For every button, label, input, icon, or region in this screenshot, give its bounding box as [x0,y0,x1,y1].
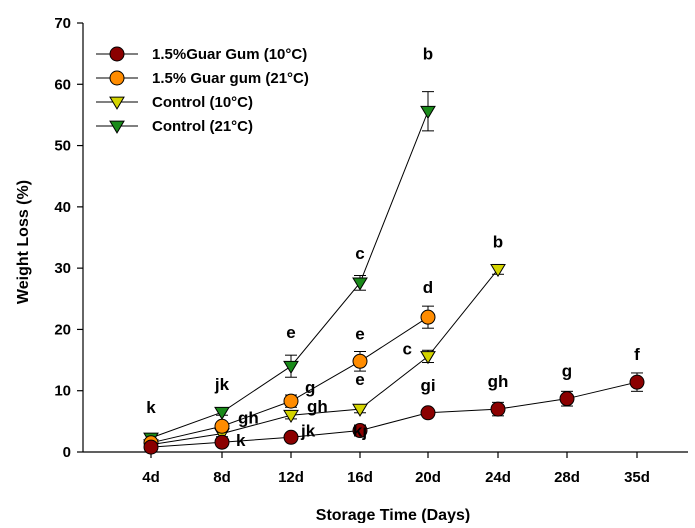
y-tick-label: 30 [54,260,71,277]
significance-label: jk [214,375,230,394]
series-layer [143,91,645,455]
legend-marker [109,120,125,134]
y-tick-label: 20 [54,321,71,338]
data-point [490,401,506,417]
y-tick-label: 40 [54,199,71,216]
data-point [420,405,436,421]
data-point [629,374,645,390]
legend-marker [109,70,125,86]
x-tick-label: 28d [554,469,580,486]
x-tick-label: 20d [415,469,441,486]
data-point [214,406,230,420]
data-point [352,277,368,291]
axes: 0 10 20 30 40 50 60 70 4d 8d 12d 16d 20d 24d 28d 35d [54,15,688,486]
x-tick-label: 12d [278,469,304,486]
significance-label: gi [420,376,435,395]
legend-item: Control (10°C) [96,94,253,111]
legend-item: Control (21°C) [96,118,253,135]
significance-label: f [634,345,640,364]
significance-label: e [355,324,364,343]
x-axis-title: Storage Time (Days) [316,507,470,523]
significance-label: c [403,339,412,358]
x-tick-label: 16d [347,469,373,486]
significance-label: c [355,244,364,263]
series-1 [143,305,436,451]
series-2 [143,263,506,453]
legend-label: Control (10°C) [152,94,253,111]
significance-label: e [355,370,364,389]
data-point [283,429,299,445]
data-point [283,393,299,409]
legend-item: 1.5% Guar gum (21°C) [96,70,309,87]
data-point [214,434,230,450]
x-tick-label: 4d [142,469,160,486]
significance-label: d [423,278,433,297]
legend-label: 1.5%Guar Gum (10°C) [152,46,307,63]
data-point [420,309,436,325]
significance-label: gh [238,408,259,427]
x-tick-label: 8d [213,469,231,486]
y-tick-label: 10 [54,383,71,400]
data-point [420,105,436,120]
significance-label: b [493,232,503,251]
series-line [150,381,638,448]
data-point [352,423,368,439]
x-tick-label: 24d [485,469,511,486]
legend-marker [109,96,125,110]
data-point [283,360,299,375]
series-0 [143,372,645,455]
data-point [283,409,299,424]
y-tick-label: 0 [63,444,71,461]
legend-label: 1.5% Guar gum (21°C) [152,70,309,87]
data-point [143,439,159,455]
data-point [352,353,368,369]
y-tick-label: 60 [54,76,71,93]
significance-label: gh [307,397,328,416]
legend-item: 1.5%Guar Gum (10°C) [96,46,307,63]
legend-marker [109,46,125,62]
y-axis-title: Weight Loss (%) [15,180,32,304]
legend-label: Control (21°C) [152,118,253,135]
significance-label: kj [353,422,367,441]
significance-label: k [146,398,156,417]
series-line [150,269,499,446]
y-tick-label: 70 [54,15,71,32]
data-point [420,351,436,365]
significance-label: gh [488,372,509,391]
legend: 1.5%Guar Gum (10°C) 1.5% Guar gum (21°C) C… [96,46,309,135]
significance-label: e [286,323,295,342]
x-tick-label: 35d [624,469,650,486]
data-point [214,418,230,434]
significance-label: b [423,44,433,63]
significance-label: jk [300,421,316,440]
significance-label: g [305,378,315,397]
series-3 [143,91,436,446]
data-point [559,391,575,407]
data-point [490,264,506,278]
data-point [352,403,368,417]
significance-label: g [562,362,572,381]
significance-label: k [236,431,246,450]
y-tick-label: 50 [54,138,71,155]
